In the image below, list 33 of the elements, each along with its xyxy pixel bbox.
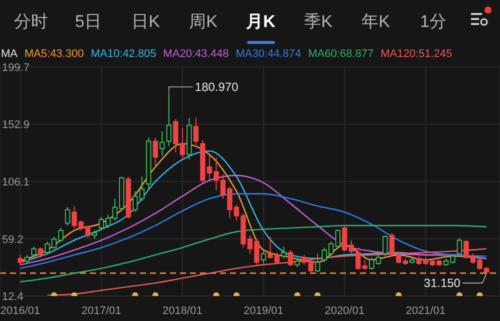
text: 周K bbox=[188, 11, 218, 33]
text: 1分 bbox=[419, 11, 448, 33]
y-tick-label: 106.1 bbox=[2, 176, 30, 188]
y-tick-label: 59.2 bbox=[2, 234, 24, 246]
x-tick-label: 2019/01 bbox=[244, 305, 284, 317]
text: MA5:43.300 bbox=[24, 48, 84, 60]
legend-title: MA bbox=[1, 48, 18, 60]
x-tick-label: 2016/01 bbox=[0, 305, 40, 317]
text: 月K bbox=[245, 11, 276, 33]
text: 季K bbox=[303, 11, 334, 33]
candlestick bbox=[160, 130, 165, 156]
candlestick bbox=[186, 117, 192, 160]
text: MA10:42.805 bbox=[90, 48, 156, 60]
x-tick-label: 2017/01 bbox=[81, 305, 122, 317]
legend-label: MA30:44.874 bbox=[236, 48, 302, 60]
y-tick-label: 152.9 bbox=[2, 119, 30, 132]
text: MA120:51.245 bbox=[380, 48, 452, 60]
y-tick-label: 12.4 bbox=[2, 291, 24, 303]
text: 年K bbox=[360, 11, 391, 33]
y-tick-label: 199.7 bbox=[2, 62, 30, 74]
annotation: 180.970 bbox=[194, 80, 239, 94]
x-tick-label: 2018/01 bbox=[162, 305, 202, 317]
candlestick bbox=[193, 117, 199, 146]
candlestick bbox=[166, 89, 172, 147]
x-tick-label: 2020/01 bbox=[324, 305, 364, 317]
text: MA20:43.448 bbox=[163, 48, 229, 60]
line-series bbox=[46, 248, 488, 296]
x-tick-label: 2021/01 bbox=[406, 305, 446, 317]
text: 分时 bbox=[12, 11, 49, 33]
text: MA60:68.877 bbox=[308, 48, 374, 60]
annotation: 31.150 bbox=[424, 276, 461, 290]
text: 5日 bbox=[74, 11, 102, 33]
text: 日K bbox=[130, 11, 161, 33]
